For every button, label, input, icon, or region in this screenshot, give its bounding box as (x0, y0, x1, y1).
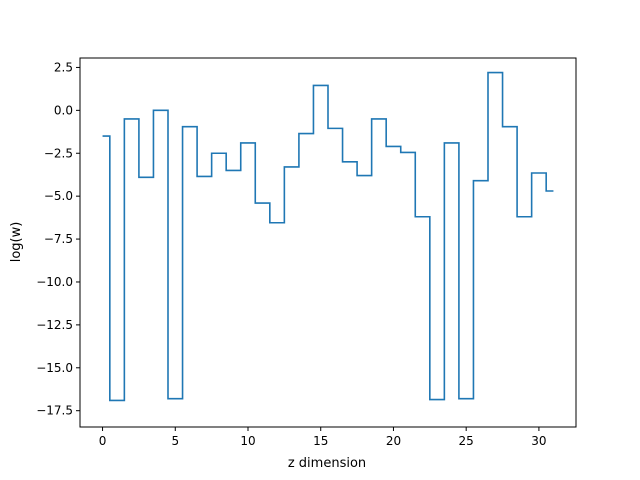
plot-frame (79, 57, 577, 428)
x-tick-label: 25 (459, 434, 474, 448)
x-tick-label: 15 (313, 434, 328, 448)
plot-area (79, 57, 577, 428)
x-tick-label: 30 (531, 434, 546, 448)
y-tick-label: 0.0 (54, 103, 73, 117)
y-tick-label: −2.5 (44, 146, 73, 160)
y-tick-label: −5.0 (44, 189, 73, 203)
y-axis: 2.5 0.0 −2.5 −5.0 −7.5 −10.0 −12.5 −15.0 −17.5 (36, 60, 80, 418)
x-tick-label: 0 (99, 434, 107, 448)
series-line-0 (102, 71, 554, 402)
y-tick-label: −12.5 (36, 318, 73, 332)
x-tick-label: 5 (171, 434, 179, 448)
y-axis-label: log(w) (9, 222, 24, 263)
y-tick-label: −17.5 (36, 404, 73, 418)
x-axis: 0 5 10 15 20 25 30 (99, 427, 547, 448)
y-tick-label: −7.5 (44, 232, 73, 246)
x-tick-label: 20 (386, 434, 401, 448)
y-tick-label: −10.0 (36, 275, 73, 289)
y-tick-label: −15.0 (36, 361, 73, 375)
y-tick-label: 2.5 (54, 60, 73, 74)
x-tick-label: 10 (240, 434, 255, 448)
x-axis-label: z dimension (288, 456, 366, 471)
